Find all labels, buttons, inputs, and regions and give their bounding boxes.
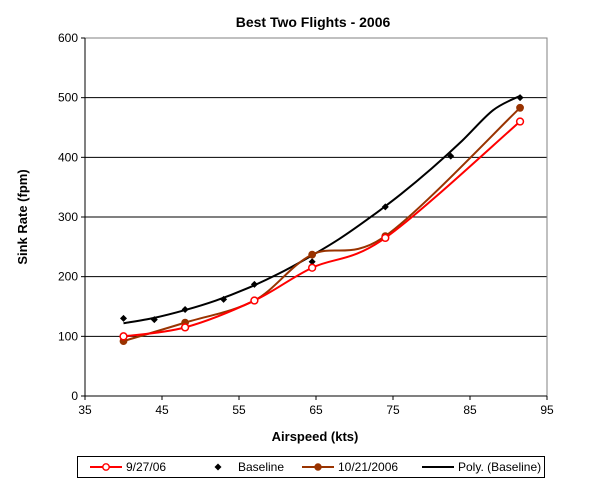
series-baseline	[120, 94, 524, 324]
y-axis-title: Sink Rate (fpm)	[15, 169, 30, 264]
y-tick-label: 300	[58, 210, 78, 224]
x-tick-label: 45	[155, 403, 169, 417]
data-point-baseline	[250, 280, 258, 288]
data-point-9-27-06	[119, 332, 128, 341]
legend-label-baseline: Baseline	[238, 460, 285, 474]
x-tick-label: 75	[386, 403, 400, 417]
data-point-10-21-2006	[308, 250, 317, 259]
data-point-9-27-06	[180, 323, 190, 332]
data-point-baseline	[220, 295, 228, 303]
legend-label-poly-baseline: Poly. (Baseline)	[458, 460, 542, 474]
data-point-9-27-06	[308, 263, 317, 272]
x-tick-label: 55	[232, 403, 246, 417]
x-tick-label: 95	[540, 403, 554, 417]
data-point-baseline	[120, 314, 127, 322]
data-point-9-27-06	[515, 117, 525, 126]
data-point-baseline	[181, 305, 189, 313]
x-axis-title: Airspeed (kts)	[272, 429, 359, 444]
y-tick-label: 500	[58, 91, 78, 105]
x-tick-label: 85	[463, 403, 477, 417]
data-point-9-27-06	[250, 296, 259, 305]
data-point-9-27-06	[381, 233, 390, 243]
chart-title: Best Two Flights - 2006	[236, 14, 391, 30]
data-point-10-21-2006	[516, 103, 524, 112]
legend-label-10-21-2006: 10/21/2006	[338, 460, 399, 474]
x-tick-label: 65	[309, 403, 323, 417]
axes: 0 100 200 300 400 500 600 35 45 55 65 75 85 95	[58, 31, 554, 417]
gridlines	[85, 97, 547, 337]
x-tick-label: 35	[78, 403, 92, 417]
series-line-poly-baseline	[123, 94, 521, 325]
y-tick-label: 200	[58, 270, 78, 284]
series-line-9-27-06	[123, 120, 521, 338]
data-point-baseline	[516, 94, 524, 102]
data-point-baseline	[447, 152, 455, 160]
y-tick-label: 0	[71, 389, 78, 403]
y-tick-label: 100	[58, 329, 78, 343]
series-poly-baseline	[123, 94, 521, 325]
y-tick-label: 600	[58, 31, 78, 45]
legend-label-9-27-06: 9/27/06	[126, 460, 167, 474]
series-layer	[119, 94, 525, 346]
data-point-baseline	[150, 316, 158, 324]
data-point-baseline	[381, 203, 389, 211]
y-tick-label: 400	[58, 150, 78, 164]
series-9-27-06	[119, 117, 525, 341]
data-point-baseline	[308, 258, 316, 266]
legend: 9/27/06 Baseline 10/21/2006 Poly. (Basel…	[77, 456, 545, 478]
